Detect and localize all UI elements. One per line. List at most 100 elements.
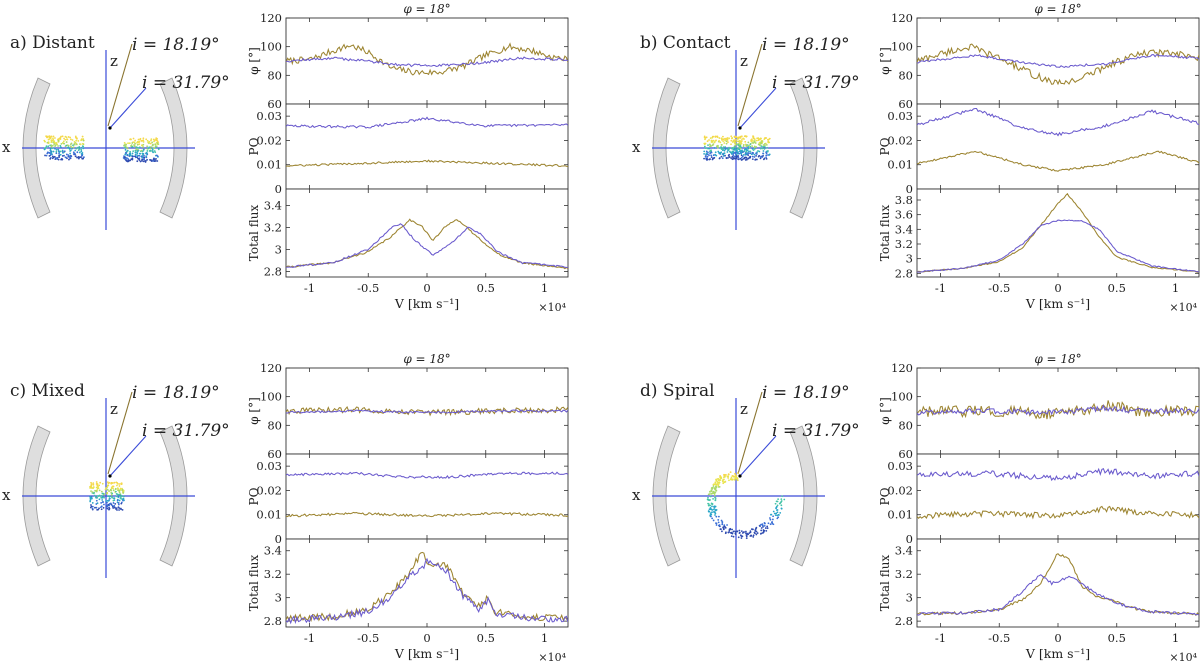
cloud-point <box>728 529 731 532</box>
cloud-point <box>76 146 79 149</box>
cloud-point <box>74 155 77 158</box>
cloud-point <box>106 488 109 491</box>
cloud-point <box>749 150 752 153</box>
cloud-point <box>716 136 719 139</box>
cloud-point <box>90 484 93 486</box>
cloud-point <box>734 146 737 149</box>
cloud-point <box>744 153 747 156</box>
cloud-point <box>51 155 54 158</box>
cloud-point <box>136 160 139 163</box>
y-tick-label: 120 <box>260 361 282 375</box>
cloud-point <box>96 495 99 497</box>
cloud-point <box>728 531 731 533</box>
right-mirror-arc <box>789 77 818 219</box>
cloud-point <box>727 141 729 144</box>
inclination-label-2: i = 31.79° <box>772 421 860 441</box>
cloud-point <box>56 157 59 160</box>
cloud-point <box>142 140 145 143</box>
cloud-point <box>714 505 717 508</box>
cloud-point <box>762 150 765 152</box>
cloud-point <box>81 135 84 138</box>
cloud-point <box>720 155 723 158</box>
cloud-point <box>703 145 706 148</box>
cloud-point <box>105 500 107 503</box>
cloud-point <box>131 155 134 158</box>
cloud-point <box>140 155 143 158</box>
cloud-point <box>117 483 119 485</box>
cloud-point <box>740 135 743 138</box>
x-tick-label: 0 <box>423 631 430 645</box>
y-axis-label: PO <box>247 487 261 505</box>
cloud-point <box>49 148 52 150</box>
cloud-point <box>726 147 728 150</box>
left-mirror-arc <box>22 77 51 219</box>
cloud-point <box>119 507 122 510</box>
cloud-point <box>704 147 707 149</box>
cloud-point <box>718 481 721 484</box>
cloud-point <box>711 141 714 143</box>
cloud-point <box>98 489 101 492</box>
cloud-point <box>740 156 743 159</box>
cloud-point <box>124 156 127 159</box>
cloud-point <box>746 149 749 152</box>
cloud-point <box>708 493 711 495</box>
x-exponent-label: ×10⁴ <box>538 651 566 664</box>
observer-point <box>108 126 112 130</box>
y-tick-label: 120 <box>891 361 913 375</box>
z-axis-label: z <box>110 52 118 70</box>
y-tick-label: 0.01 <box>887 158 913 172</box>
cloud-point <box>74 135 77 138</box>
cloud-point <box>755 526 758 529</box>
cloud-point <box>735 150 738 153</box>
cloud-point <box>728 146 730 149</box>
cloud-point <box>766 527 769 530</box>
cloud-point <box>724 139 727 142</box>
cloud-point <box>711 509 714 511</box>
cloud-point <box>776 509 779 511</box>
cloud-point <box>731 147 734 149</box>
cloud-point <box>738 531 741 534</box>
cloud-point <box>749 145 752 148</box>
cloud-point <box>112 499 115 502</box>
cloud-point <box>72 153 75 155</box>
cloud-point <box>83 156 85 159</box>
cloud-point <box>707 144 709 146</box>
cloud-point <box>77 149 80 152</box>
cloud-point <box>737 154 739 157</box>
cloud-point <box>758 150 761 153</box>
cloud-point <box>735 157 738 160</box>
cloud-point <box>726 524 728 526</box>
cloud-point <box>719 476 722 479</box>
z-axis-label: z <box>110 400 118 418</box>
x-tick-label: -1 <box>935 281 946 295</box>
cloud-point <box>109 497 111 500</box>
cloud-point <box>706 140 709 143</box>
cloud-point <box>81 142 84 145</box>
cloud-point <box>711 136 714 139</box>
cloud-point <box>133 144 135 146</box>
cloud-point <box>719 152 722 154</box>
cloud-point <box>44 154 46 157</box>
y-axis-label: Total flux <box>247 555 261 612</box>
cloud-point <box>745 535 748 538</box>
cloud-point <box>728 479 730 482</box>
cloud-point <box>136 140 139 143</box>
cloud-point <box>747 154 750 156</box>
cloud-point <box>741 149 744 152</box>
cloud-point <box>753 148 756 150</box>
cloud-point <box>106 484 109 487</box>
cloud-point <box>712 519 715 522</box>
cloud-point <box>732 475 734 477</box>
cloud-point <box>720 148 723 151</box>
cloud-point <box>121 508 124 511</box>
y-tick-label: 0.01 <box>256 508 282 522</box>
cloud-point <box>746 158 748 160</box>
cloud-point <box>758 142 761 144</box>
cloud-point <box>752 135 754 138</box>
series-line <box>286 159 568 168</box>
cloud-point <box>718 485 721 488</box>
cloud-point <box>772 515 774 518</box>
cloud-point <box>133 141 136 144</box>
cloud-point <box>713 147 716 149</box>
cloud-point <box>72 151 75 154</box>
